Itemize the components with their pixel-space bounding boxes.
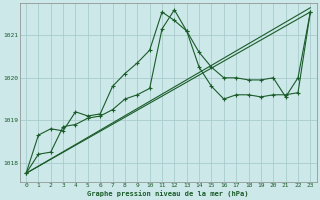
- X-axis label: Graphe pression niveau de la mer (hPa): Graphe pression niveau de la mer (hPa): [87, 190, 249, 197]
